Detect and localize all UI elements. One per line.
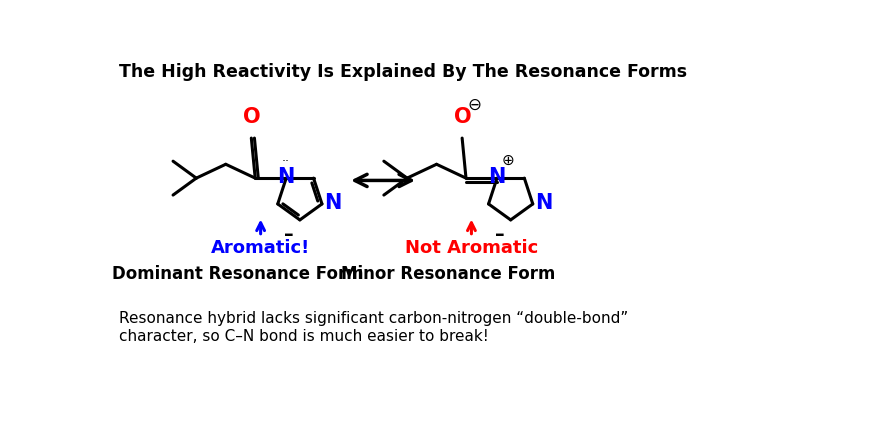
Text: N: N <box>324 193 342 213</box>
Text: Not Aromatic: Not Aromatic <box>405 239 538 257</box>
Text: character, so C–N bond is much easier to break!: character, so C–N bond is much easier to… <box>119 329 489 344</box>
Text: –: – <box>284 225 293 244</box>
Text: –: – <box>495 225 505 244</box>
Text: O: O <box>244 107 261 127</box>
Text: ⊖: ⊖ <box>468 95 482 114</box>
Text: Aromatic!: Aromatic! <box>211 239 310 257</box>
Text: Minor Resonance Form: Minor Resonance Form <box>341 265 555 283</box>
Text: N: N <box>535 193 553 213</box>
Text: Dominant Resonance Form: Dominant Resonance Form <box>111 265 364 283</box>
Text: ⊕: ⊕ <box>501 153 514 168</box>
Text: Resonance hybrid lacks significant carbon-nitrogen “double-bond”: Resonance hybrid lacks significant carbo… <box>119 311 628 326</box>
Text: ··: ·· <box>281 155 289 168</box>
Text: N: N <box>278 167 295 187</box>
Text: N: N <box>488 167 505 187</box>
Text: O: O <box>454 107 471 127</box>
Text: The High Reactivity Is Explained By The Resonance Forms: The High Reactivity Is Explained By The … <box>119 63 687 81</box>
